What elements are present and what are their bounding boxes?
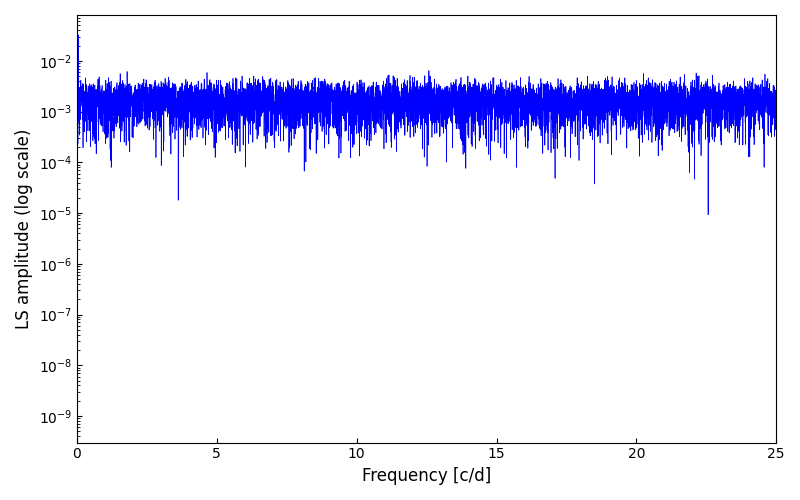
Y-axis label: LS amplitude (log scale): LS amplitude (log scale) <box>15 128 33 329</box>
X-axis label: Frequency [c/d]: Frequency [c/d] <box>362 467 491 485</box>
